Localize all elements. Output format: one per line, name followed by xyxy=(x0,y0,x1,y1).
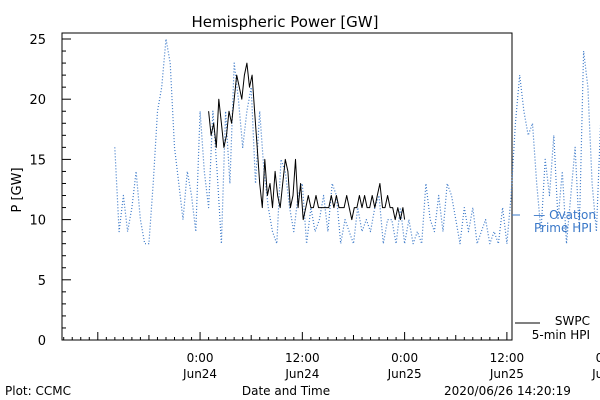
x-axis-label: Date and Time xyxy=(242,384,330,398)
plot-frame xyxy=(61,32,513,341)
x-tick-date-label: Jun24 xyxy=(182,367,217,381)
y-axis-ticks: 0 5 10 15 20 25 xyxy=(29,33,71,349)
y-tick-label: 0 xyxy=(38,334,46,349)
y-tick-label: 15 xyxy=(29,153,46,168)
footer-timestamp: 2020/06/26 14:20:19 xyxy=(444,384,571,398)
y-tick-label: 10 xyxy=(29,214,46,229)
series-swpc-5min-hpi xyxy=(208,62,406,221)
legend-swpc-line2: 5-min HPI xyxy=(532,328,590,342)
y-tick-label: 20 xyxy=(29,93,46,108)
x-tick-time-label: 0:00 xyxy=(596,351,600,365)
x-tick-time-label: 12:00 xyxy=(490,351,525,365)
x-tick-time-label: 0:00 xyxy=(391,351,418,365)
x-tick-date-label: Jun25 xyxy=(387,367,422,381)
legend-swpc-line1: SWPC xyxy=(555,314,590,328)
y-tick-label: 5 xyxy=(38,274,46,289)
x-tick-date-label: Jun24 xyxy=(284,367,319,381)
series-layer xyxy=(114,38,600,245)
y-tick-label: 25 xyxy=(29,33,46,48)
y-axis-label: P [GW] xyxy=(10,167,25,212)
x-tick-time-label: 12:00 xyxy=(285,351,320,365)
x-tick-date-label: Jun26 xyxy=(591,367,600,381)
legend-ovation-line2: Prime HPI xyxy=(534,221,592,235)
legend-ovation-line1: — Ovation xyxy=(533,208,596,222)
chart-title: Hemispheric Power [GW] xyxy=(192,13,379,31)
x-tick-date-label: Jun25 xyxy=(489,367,524,381)
series-ovation-prime-hpi xyxy=(114,38,600,245)
footer-plot-source: Plot: CCMC xyxy=(5,384,71,398)
x-axis-ticks: 0:00 Jun24 12:00 Jun24 0:00 Jun25 12:00 Jun25 0:… xyxy=(63,332,600,381)
x-tick-time-label: 0:00 xyxy=(187,351,214,365)
